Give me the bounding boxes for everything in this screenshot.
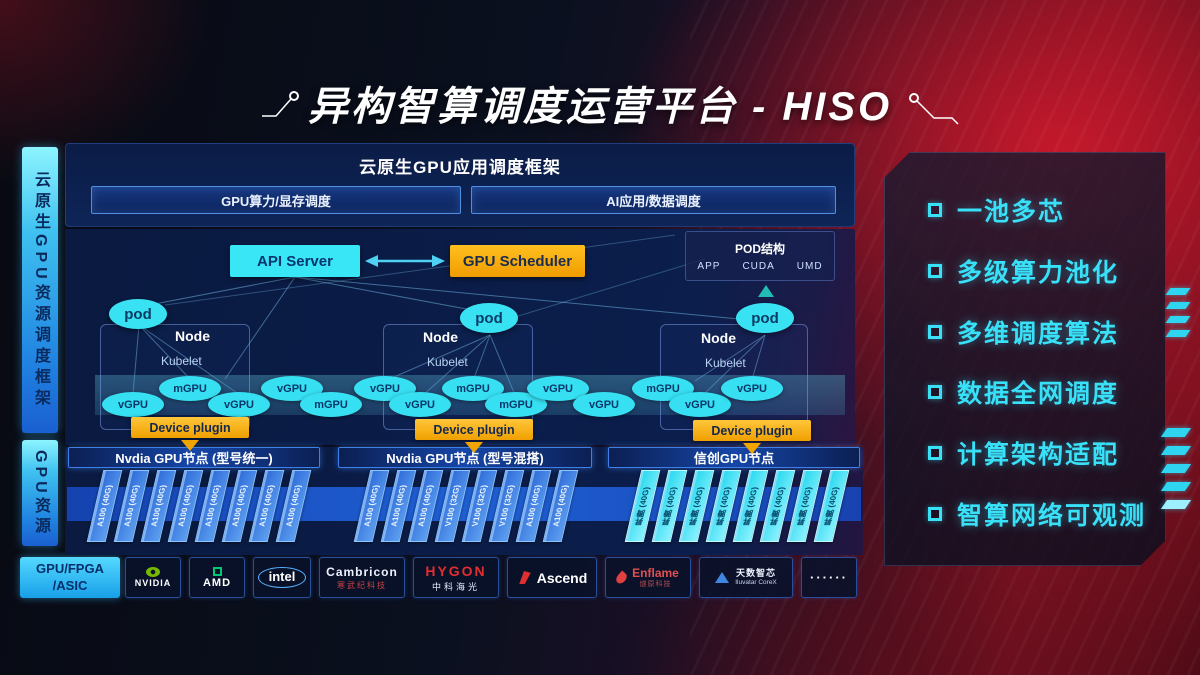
down-arrow-icon: [465, 442, 483, 453]
feature-item: 数据全网调度: [928, 374, 1152, 410]
hazard-stripe-icon: [1165, 330, 1191, 337]
up-arrow-icon: [758, 285, 774, 297]
gpu-ellipse: vGPU: [669, 392, 731, 417]
connector-lines: [132, 234, 766, 398]
square-bullet-icon: [928, 264, 942, 278]
square-bullet-icon: [928, 507, 942, 521]
app-scheduling-frame: 云原生GPU应用调度框架 GPU算力/显存调度 AI应用/数据调度: [65, 143, 855, 227]
feature-item: 多级算力池化: [928, 253, 1152, 289]
pod-structure-app: APP: [697, 261, 721, 272]
button-gpu-compute-memory-scheduling: GPU算力/显存调度: [91, 186, 461, 214]
pod-ellipse-2: pod: [460, 303, 518, 333]
asic-text: /ASIC: [52, 577, 88, 593]
square-bullet-icon: [928, 385, 942, 399]
ascend-mark-icon: [519, 571, 531, 584]
hazard-stripe-icon: [1165, 316, 1191, 323]
down-arrow-icon: [743, 443, 761, 454]
circuit-decor-left-icon: [262, 91, 299, 117]
node-header-nvidia-mixed: Nvdia GPU节点 (型号混搭): [338, 447, 592, 468]
nvidia-eye-icon: [146, 567, 160, 577]
pod-structure-umd: UMD: [796, 261, 823, 272]
more-vendors-box: ······: [801, 557, 857, 598]
api-server-box: API Server: [230, 245, 360, 277]
pod-structure-title: POD结构: [734, 242, 785, 256]
hazard-stripe-icon: [1160, 482, 1192, 491]
pod-structure-cuda: CUDA: [742, 261, 775, 272]
feature-item: 一池多芯: [928, 192, 1152, 228]
feature-item: 智算网络可观测: [928, 496, 1152, 532]
kubelet-label-1: Kubelet: [161, 354, 202, 368]
nvidia-logo: NVIDIA: [125, 557, 181, 598]
node-header-nvidia-uniform: Nvdia GPU节点 (型号统一): [68, 447, 320, 468]
hazard-stripe-icon: [1160, 428, 1192, 437]
hazard-stripe-icon: [1165, 288, 1191, 295]
intel-logo: intel: [253, 557, 311, 598]
gpu-ellipse: mGPU: [300, 392, 362, 417]
node-header-xinchuang: 信创GPU节点: [608, 447, 860, 468]
square-bullet-icon: [928, 325, 942, 339]
button-ai-app-data-scheduling: AI应用/数据调度: [471, 186, 836, 214]
circuit-decor-right-icon: [909, 93, 959, 125]
hazard-stripe-icon: [1165, 302, 1191, 309]
gpu-scheduler-box: GPU Scheduler: [450, 245, 585, 277]
gpu-ellipse: mGPU: [159, 376, 221, 401]
amd-logo: AMD: [189, 557, 245, 598]
pod-ellipse-1: pod: [109, 299, 167, 329]
triangle-icon: [715, 572, 730, 583]
device-plugin-1: Device plugin: [131, 417, 249, 438]
device-plugin-2: Device plugin: [415, 419, 533, 440]
hazard-stripe-icon: [1160, 500, 1192, 509]
cambricon-logo: Cambricon 寒武纪科技: [319, 557, 405, 598]
flame-icon: [614, 570, 630, 585]
feature-panel: 一池多芯 多级算力池化 多维调度算法 数据全网调度 计算架构适配 智算网络可观测: [884, 152, 1166, 566]
sidebar-label-gpu-resources: GPU资源: [22, 440, 58, 546]
sidebar-label-gpu-fpga-asic: GPU/FPGA /ASIC: [20, 557, 120, 598]
hygon-logo: HYGON 中科海光: [413, 557, 499, 598]
hazard-stripe-icon: [1160, 446, 1192, 455]
kubelet-label-2: Kubelet: [427, 355, 468, 369]
pod-structure-box: POD结构 APP CUDA UMD: [685, 231, 835, 281]
amd-square-icon: [212, 566, 222, 576]
card-group-2: A100 (40G) A100 (40G) A100 (40G) V100 (3…: [353, 470, 579, 542]
vendor-logo-strip: NVIDIA AMD intel Cambricon 寒武纪科技 HYGON 中…: [125, 557, 857, 598]
gpu-ellipse: vGPU: [389, 392, 451, 417]
kubelet-label-3: Kubelet: [705, 356, 746, 370]
feature-item: 计算架构适配: [928, 435, 1152, 471]
node-label-1: Node: [175, 328, 210, 344]
gpu-nodes-panel: Nvdia GPU节点 (型号统一) Nvdia GPU节点 (型号混搭) 信创…: [65, 447, 863, 555]
gpu-fpga-text: GPU/FPGA: [36, 561, 104, 577]
down-arrow-icon: [181, 440, 199, 451]
enflame-logo: Enflame 燧原科技: [605, 557, 691, 598]
card-group-1: A100 (40G) A100 (40G) A100 (40G) A100 (4…: [86, 470, 312, 542]
node-label-2: Node: [423, 329, 458, 345]
gpu-ellipse: vGPU: [102, 392, 164, 417]
device-plugin-3: Device plugin: [693, 420, 811, 441]
page-title: 异构智算调度运营平台 - HISO: [307, 85, 893, 129]
k8s-scheduling-diagram: API Server GPU Scheduler POD结构 APP CUDA …: [65, 229, 855, 454]
frame-title: 云原生GPU应用调度框架: [359, 158, 561, 177]
iluvatar-logo: 天数智芯 Iluvatar CoreX: [699, 557, 793, 598]
sidebar-label-cloud-native-gpu-framework: 云原生GPU资源调度框架: [22, 147, 58, 433]
hazard-stripe-icon: [1160, 464, 1192, 473]
node-label-3: Node: [701, 330, 736, 346]
card-group-3: 昇腾 (40G) 昇腾 (40G) 昇腾 (40G) 昇腾 (40G) 昇腾 (…: [624, 470, 850, 542]
feature-item: 多维调度算法: [928, 314, 1152, 350]
square-bullet-icon: [928, 203, 942, 217]
square-bullet-icon: [928, 446, 942, 460]
gpu-ellipse: vGPU: [208, 392, 270, 417]
gpu-ellipse: vGPU: [721, 376, 783, 401]
gpu-ellipse: vGPU: [573, 392, 635, 417]
ascend-logo: Ascend: [507, 557, 597, 598]
pod-ellipse-3: pod: [736, 303, 794, 333]
